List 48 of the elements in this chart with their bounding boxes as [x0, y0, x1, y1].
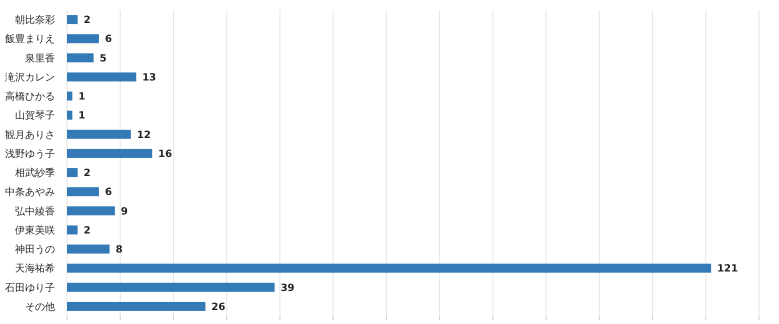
y-tick-label: 山賀琴子 — [15, 110, 55, 122]
bar — [67, 282, 275, 292]
y-tick-label: 観月ありさ — [5, 130, 55, 141]
y-tick-label: 滝沢カレン — [5, 71, 55, 84]
y-tick-label: 高橋ひかる — [5, 90, 55, 103]
bar — [67, 130, 131, 139]
bar — [67, 53, 94, 62]
y-tick-label: 伊東美咲 — [15, 224, 55, 236]
bar — [67, 264, 712, 273]
data-label: 12 — [136, 130, 151, 141]
data-label: 8 — [116, 244, 123, 256]
data-label: 16 — [158, 148, 172, 160]
bar — [67, 206, 115, 216]
y-tick-label: 神田うの — [15, 244, 55, 256]
data-label: 6 — [104, 187, 112, 198]
bar — [67, 72, 136, 82]
bar — [67, 244, 110, 254]
y-tick-label: 石田ゆり子 — [5, 282, 55, 294]
data-label: 13 — [142, 72, 156, 84]
y-tick-label: 天海祐希 — [15, 262, 55, 275]
bar — [67, 34, 99, 44]
data-label: 9 — [120, 206, 128, 218]
y-tick-label: 弘中綾香 — [15, 205, 55, 218]
y-tick-label: 浅野ゆう子 — [5, 148, 55, 160]
y-tick-label: 飯豊まりえ — [5, 33, 55, 46]
bar — [67, 148, 152, 158]
y-tick-label: 相武紗季 — [15, 167, 55, 180]
data-label: 121 — [717, 264, 738, 275]
data-label: 2 — [84, 15, 91, 26]
data-label: 2 — [84, 168, 91, 180]
data-label: 1 — [78, 92, 86, 103]
data-label: 5 — [100, 53, 107, 64]
bar — [67, 225, 78, 234]
data-label: 39 — [280, 282, 295, 294]
data-label: 6 — [104, 34, 112, 46]
y-tick-label: その他 — [25, 300, 55, 313]
bar — [67, 15, 78, 24]
bar — [67, 187, 99, 196]
y-tick-label: 泉里香 — [25, 52, 55, 64]
data-label: 1 — [78, 110, 86, 122]
y-tick-label: 中条あやみ — [5, 186, 55, 198]
y-tick-label: 朝比奈彩 — [15, 14, 55, 26]
data-label: 2 — [84, 225, 91, 236]
data-label: 26 — [211, 302, 226, 313]
bar — [67, 110, 72, 120]
bar — [67, 168, 78, 178]
bar — [67, 302, 206, 311]
bar — [67, 92, 72, 101]
